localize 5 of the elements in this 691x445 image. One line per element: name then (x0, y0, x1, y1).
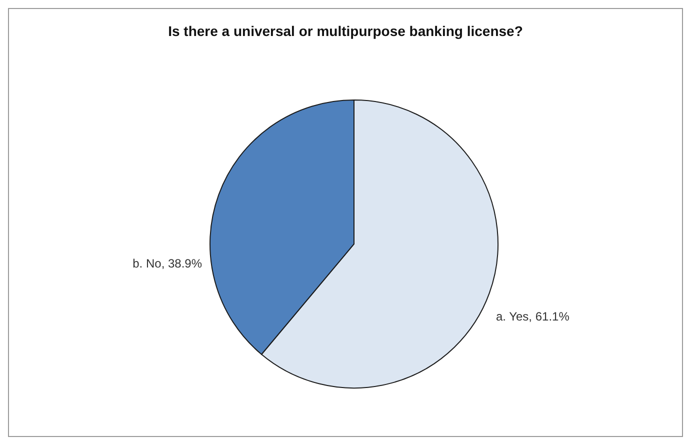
chart-title: Is there a universal or multipurpose banking license? (167, 23, 524, 39)
data-label: , 38.9% (161, 256, 202, 271)
slice-label: b. No (132, 256, 162, 271)
slice-label: a. Yes (496, 309, 529, 324)
data-label: , 61.1% (528, 309, 570, 324)
